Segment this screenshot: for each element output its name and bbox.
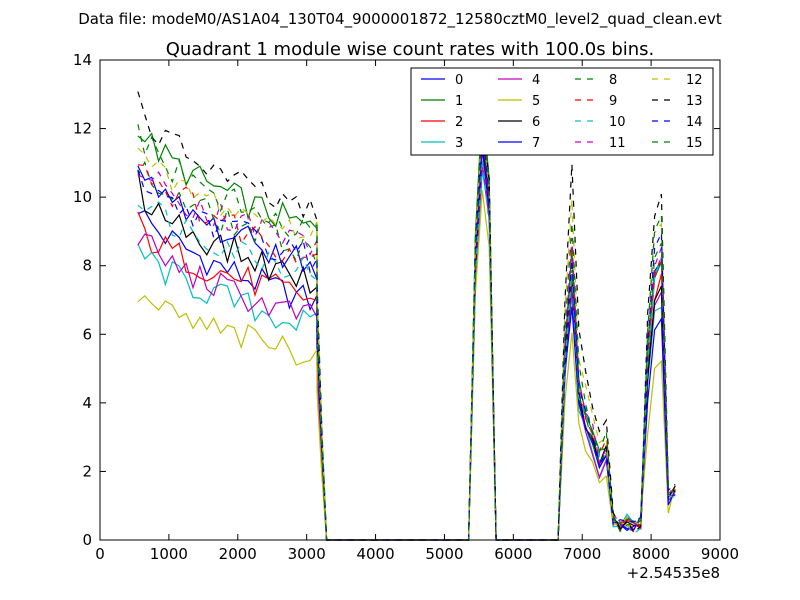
legend-label-0: 0 — [455, 73, 463, 88]
y-tick-label-0: 0 — [82, 531, 92, 549]
series-line-5 — [137, 190, 676, 541]
x-tick-label-5: 5000 — [425, 545, 463, 563]
series-line-15 — [137, 114, 676, 541]
axes-frame — [99, 59, 721, 541]
x-tick-label-2: 2000 — [219, 545, 257, 563]
legend-label-14: 14 — [686, 115, 703, 130]
x-tick-label-6: 6000 — [494, 545, 532, 563]
x-offset-label: +2.54535e8 — [627, 564, 720, 582]
legend-label-2: 2 — [455, 115, 463, 130]
legend-box — [410, 67, 714, 156]
x-tick-label-1: 1000 — [150, 545, 188, 563]
y-tick-label-4: 8 — [82, 257, 92, 275]
x-tick-label-7: 7000 — [563, 545, 601, 563]
y-tick-label-2: 4 — [82, 394, 92, 412]
legend-label-3: 3 — [455, 136, 463, 151]
x-tick-label-4: 4000 — [356, 545, 394, 563]
x-tick-label-0: 0 — [95, 545, 105, 563]
y-tick-label-3: 6 — [82, 325, 92, 343]
legend-label-12: 12 — [686, 73, 703, 88]
y-tick-label-1: 2 — [82, 462, 92, 480]
x-tick-label-8: 8000 — [632, 545, 670, 563]
series-layer — [137, 91, 676, 541]
legend-label-15: 15 — [686, 136, 703, 151]
legend-label-7: 7 — [532, 136, 540, 151]
legend-label-10: 10 — [609, 115, 626, 130]
axes-layer: 0 1000 2000 3000 4000 5000 6000 7000 8000 9000 0 2 4… — [73, 51, 739, 563]
x-tick-label-3: 3000 — [288, 545, 326, 563]
legend-label-13: 13 — [686, 94, 703, 109]
y-tick-label-7: 14 — [73, 51, 92, 69]
legend-label-11: 11 — [609, 136, 626, 151]
suptitle: Data file: modeM0/AS1A04_130T04_90000018… — [78, 10, 722, 29]
y-tick-label-5: 10 — [73, 188, 92, 206]
legend-label-5: 5 — [532, 94, 540, 109]
legend-label-6: 6 — [532, 115, 540, 130]
legend-label-4: 4 — [532, 73, 540, 88]
legend-label-8: 8 — [609, 73, 617, 88]
chart-title: Quadrant 1 module wise count rates with … — [166, 39, 655, 60]
legend-label-9: 9 — [609, 94, 617, 109]
y-tick-label-6: 12 — [73, 120, 92, 138]
legend-label-1: 1 — [455, 94, 463, 109]
x-tick-label-9: 9000 — [701, 545, 739, 563]
